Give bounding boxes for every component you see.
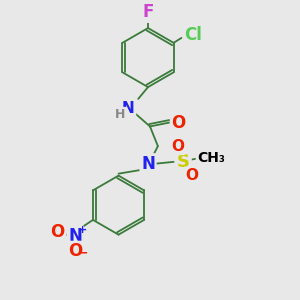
Text: −: − <box>78 247 88 260</box>
Text: H: H <box>115 108 126 121</box>
Text: O: O <box>171 139 184 154</box>
Text: +: + <box>77 225 87 235</box>
Text: N: N <box>141 155 155 173</box>
Text: O: O <box>171 113 186 131</box>
Text: O: O <box>185 168 198 183</box>
Text: S: S <box>177 153 190 171</box>
Text: O: O <box>50 223 65 241</box>
Text: N: N <box>68 226 82 244</box>
Text: N: N <box>122 101 135 116</box>
Text: Cl: Cl <box>184 26 202 44</box>
Text: O: O <box>68 242 83 260</box>
Text: F: F <box>142 3 154 21</box>
Text: CH₃: CH₃ <box>197 151 225 165</box>
